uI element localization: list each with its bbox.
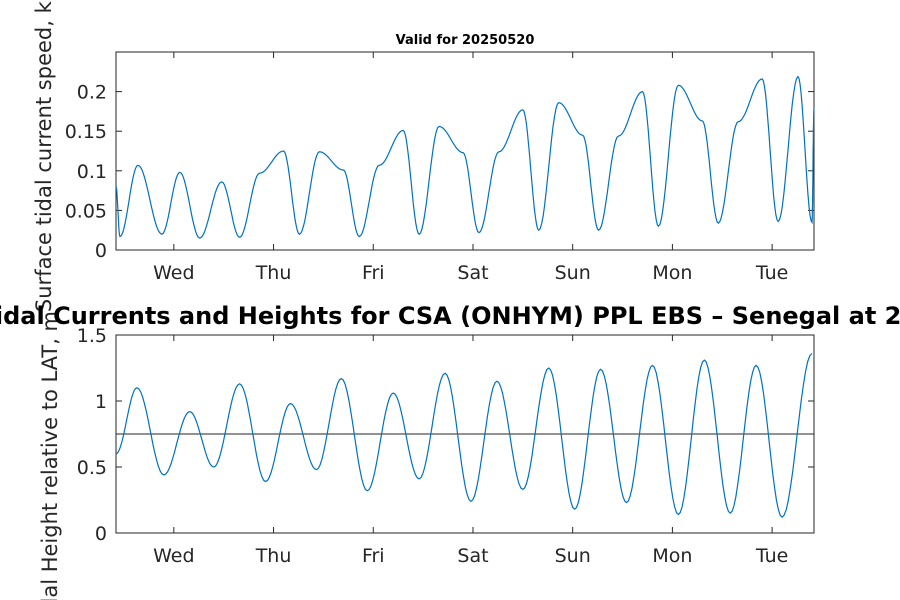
y-tick-label: 1.5 [77, 325, 107, 347]
x-tick-label-sun: Sun [555, 262, 591, 284]
y-tick-label: 0.1 [77, 161, 107, 183]
x-tick-label-thu: Thu [255, 545, 292, 567]
x-tick-label-tue: Tue [755, 545, 788, 567]
main-title: Tidal Currents and Heights for CSA (ONHY… [0, 302, 900, 330]
tidal-height-panel: 0 0.5 1 1.5 Wed Thu Fri Sat Sun Mon Tue Tidal Hei… [38, 311, 815, 600]
y-tick-label: 0.5 [77, 457, 107, 479]
x-tick-label-tue: Tue [755, 262, 788, 284]
tidal-height-line [115, 353, 813, 519]
axes-box-top [115, 51, 815, 251]
y-tick-label: 0 [95, 240, 107, 262]
x-tick-label-sat: Sat [457, 262, 488, 284]
y-tick-label: 1 [95, 391, 107, 413]
y-tick-label: 0.05 [65, 200, 107, 222]
y-tick-label: 0.2 [77, 82, 107, 104]
chart-title-valid-date: Valid for 20250520 [396, 33, 535, 48]
x-tick-label-wed: Wed [153, 262, 194, 284]
x-tick-label-fri: Fri [362, 545, 385, 567]
x-tick-label-fri: Fri [362, 262, 385, 284]
x-tick-label-mon: Mon [652, 262, 692, 284]
x-tick-label-wed: Wed [153, 545, 194, 567]
x-tick-label-thu: Thu [255, 262, 292, 284]
y-tick-label: 0 [95, 523, 107, 545]
x-tick-label-mon: Mon [652, 545, 692, 567]
x-tick-label-sun: Sun [555, 545, 591, 567]
y-axis-label-current: Surface tidal current speed, kn [32, 0, 56, 312]
current-speed-panel: Valid for 20250520 0 0.05 0.1 0.15 0.2 Wed Th… [32, 0, 815, 312]
current-speed-line [115, 75, 815, 239]
y-axis-label-height: Tidal Height relative to LAT, m [38, 311, 62, 600]
x-tick-label-sat: Sat [457, 545, 488, 567]
y-tick-label: 0.15 [65, 121, 107, 143]
